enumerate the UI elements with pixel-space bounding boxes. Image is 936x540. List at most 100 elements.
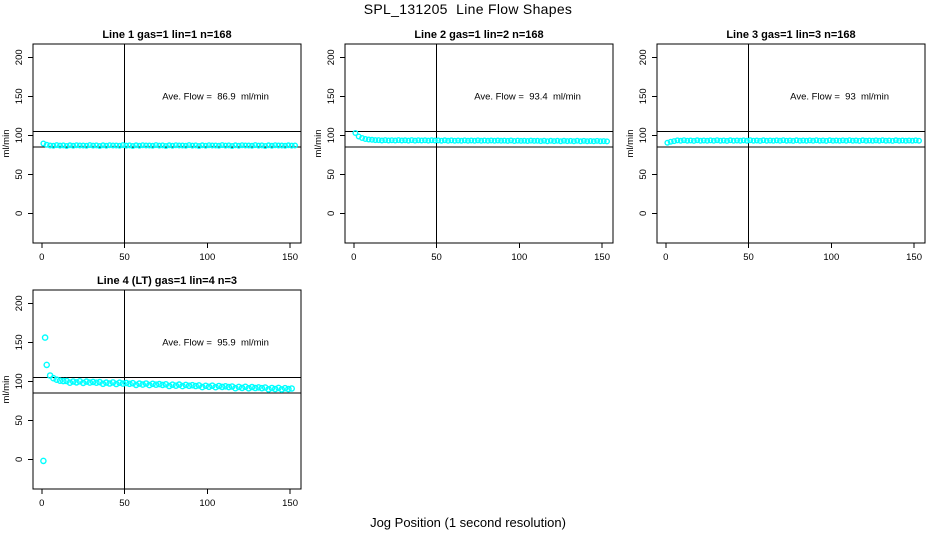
data-point: [600, 138, 607, 145]
data-point: [753, 137, 760, 144]
ave-flow-annotation: Ave. Flow = 86.9 ml/min: [162, 91, 269, 102]
data-point: [737, 137, 744, 144]
data-point: [418, 137, 425, 144]
data-point: [551, 138, 558, 145]
data-point: [262, 142, 269, 149]
data-point: [41, 334, 49, 341]
data-point: [278, 386, 286, 393]
data-point: [116, 379, 123, 386]
data-point: [76, 142, 83, 149]
data-point: [285, 385, 292, 393]
x-tick-label: 0: [351, 252, 356, 263]
data-point: [265, 386, 272, 393]
data-point: [99, 380, 107, 388]
data-point: [823, 137, 830, 144]
data-point: [265, 142, 272, 149]
data-point: [169, 142, 176, 149]
data-point: [199, 142, 206, 149]
data-point: [282, 142, 289, 149]
data-point: [704, 137, 711, 144]
data-point: [767, 137, 774, 144]
data-point: [93, 142, 100, 149]
x-tick-label: 150: [282, 252, 298, 263]
plot-canvas-line-4: 0 50 100 150 0 50 100 150 200 ml/min Line 4 (LT) g…: [1, 275, 302, 509]
data-point: [56, 377, 64, 384]
data-point: [195, 382, 203, 389]
data-point: [916, 137, 923, 144]
data-point: [780, 137, 787, 144]
data-point: [684, 137, 691, 144]
data-point: [40, 457, 47, 465]
data-point: [119, 142, 126, 149]
y-tick-label: 100: [14, 373, 25, 389]
data-point: [352, 129, 359, 136]
data-point: [272, 142, 279, 149]
data-point: [421, 137, 428, 144]
data-point: [431, 137, 438, 144]
data-point: [365, 136, 372, 143]
data-point: [252, 142, 259, 149]
y-tick-label: 200: [326, 49, 337, 65]
data-point: [504, 137, 511, 144]
x-tick-label: 0: [39, 252, 44, 263]
data-point: [671, 138, 678, 145]
data-point: [229, 142, 236, 149]
data-point: [378, 137, 385, 144]
data-point: [796, 137, 803, 144]
data-point: [763, 137, 770, 144]
data-point: [189, 381, 196, 389]
data-point: [872, 137, 879, 144]
data-point: [694, 137, 701, 144]
data-point: [810, 137, 817, 144]
y-axis-label: ml/min: [1, 130, 12, 158]
data-point: [166, 142, 173, 149]
data-point: [773, 137, 780, 144]
ave-flow-annotation: Ave. Flow = 93 ml/min: [790, 91, 889, 102]
data-point: [786, 137, 793, 144]
data-point: [139, 381, 146, 388]
data-point: [192, 142, 199, 149]
data-point: [398, 137, 405, 144]
y-tick-label: 200: [14, 295, 25, 311]
data-point: [232, 384, 239, 392]
data-point: [604, 138, 611, 145]
data-point: [408, 137, 415, 144]
y-tick-label: 50: [14, 169, 25, 180]
y-tick-label: 150: [638, 88, 649, 104]
data-point: [159, 381, 166, 389]
data-point: [152, 381, 160, 388]
data-point: [375, 137, 382, 144]
data-point: [268, 142, 275, 149]
data-point: [899, 137, 906, 144]
data-point: [275, 384, 282, 392]
data-point: [215, 142, 222, 149]
data-point: [288, 385, 296, 392]
data-point: [113, 142, 120, 149]
data-point: [859, 137, 866, 144]
data-point: [70, 142, 77, 149]
data-point: [40, 140, 47, 147]
data-point: [674, 137, 681, 144]
data-point: [288, 142, 295, 149]
data-point: [770, 137, 777, 144]
y-tick-label: 0: [326, 211, 337, 216]
data-point: [169, 381, 176, 388]
data-point: [126, 142, 133, 149]
data-point: [491, 137, 498, 144]
data-point: [560, 137, 567, 144]
data-point: [388, 137, 395, 144]
data-point: [886, 137, 893, 144]
plot-box: [344, 43, 614, 244]
data-point: [790, 137, 797, 144]
y-tick-label: 100: [326, 127, 337, 143]
panel-line-3: 0 50 100 150 0 50 100 150 200 ml/min Line 3 gas=1 …: [624, 20, 936, 270]
data-point: [175, 381, 183, 388]
data-point: [76, 378, 84, 385]
data-point: [251, 384, 259, 392]
data-point: [80, 142, 87, 149]
data-point: [839, 137, 846, 144]
data-point: [162, 381, 170, 388]
data-point: [245, 142, 252, 149]
data-point: [484, 137, 491, 144]
x-tick-label: 50: [743, 252, 754, 263]
